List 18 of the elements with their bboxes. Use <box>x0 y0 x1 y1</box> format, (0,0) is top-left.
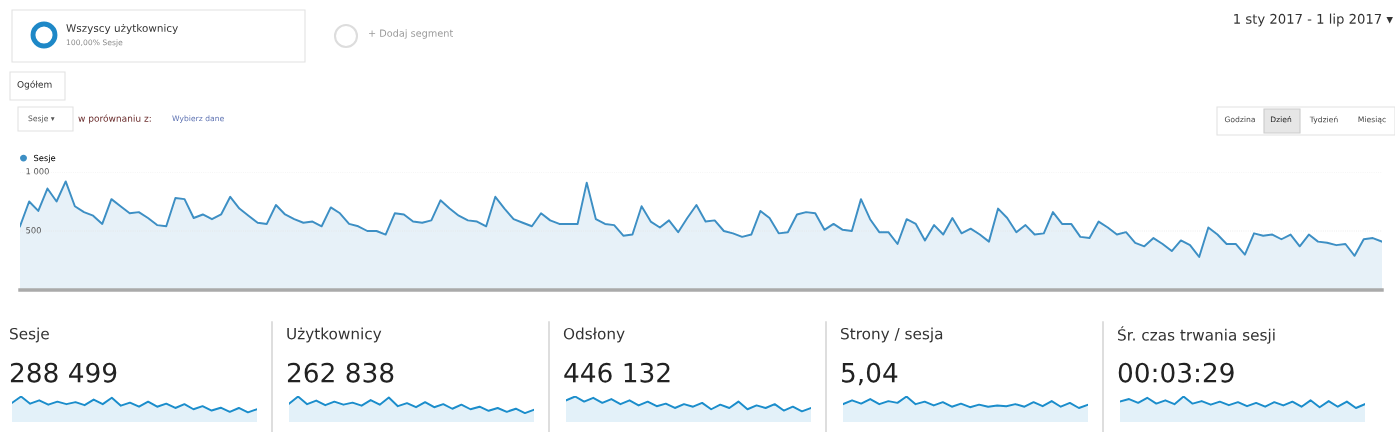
text: Ogółem <box>17 80 52 90</box>
chart-title: Sesje <box>10 327 49 343</box>
chart-title: Odsłony <box>563 327 625 343</box>
chart-title: Użytkownicy <box>287 327 382 343</box>
chart-subtitle: 5,04 <box>842 362 898 386</box>
chart-subtitle: 262 838 <box>287 362 394 383</box>
chart-subtitle: 288 499 <box>10 362 117 383</box>
chart-subtitle: 446 132 <box>564 362 670 383</box>
y-tick-label: 1 000 <box>26 168 49 175</box>
chart-subtitle: 00:03:29 <box>1118 362 1234 383</box>
text: Wszyscy użytkownicy <box>66 23 178 35</box>
chart-title: Śr. czas trwania sesji <box>1118 326 1275 344</box>
chart-title: Strony / sesja <box>841 327 943 343</box>
text: + Dodaj segment <box>369 29 453 39</box>
text: w porównaniu z: <box>78 114 151 124</box>
y-tick-label: 500 <box>26 227 41 234</box>
text: 1 sty 2017 - 1 lip 2017 ▾ <box>1234 13 1393 27</box>
legend-label: Sesje <box>34 154 56 163</box>
